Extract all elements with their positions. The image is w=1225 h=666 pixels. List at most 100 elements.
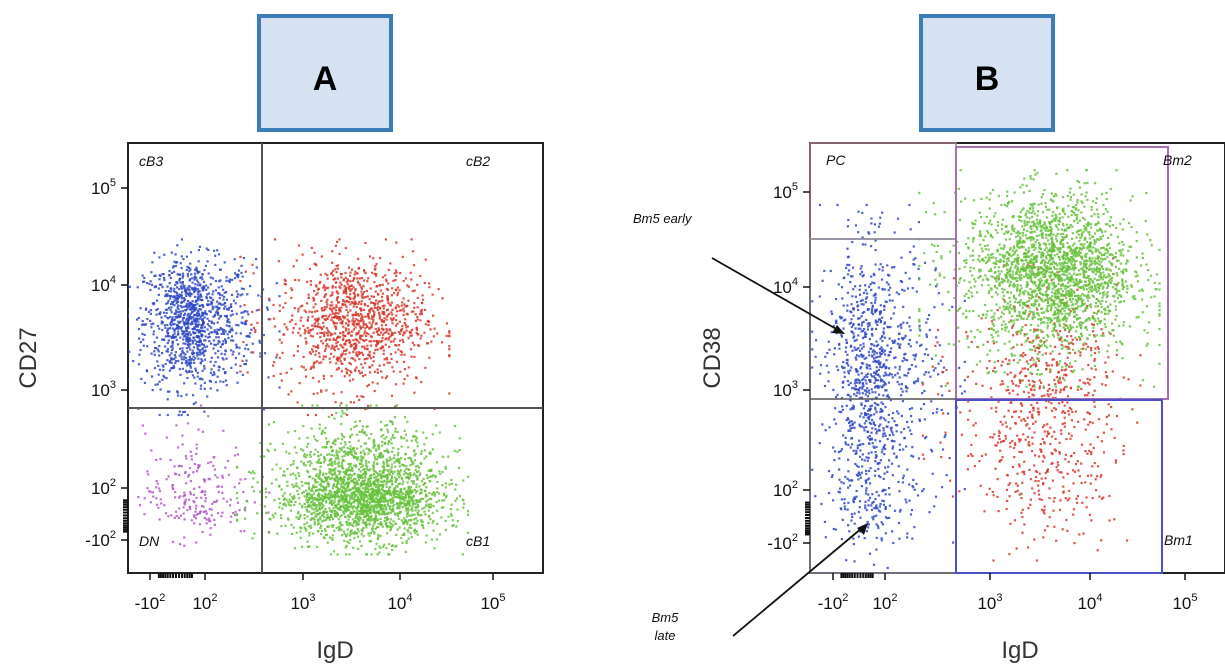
scatter-point — [412, 482, 415, 485]
scatter-point — [221, 474, 224, 477]
panel-b-label-box — [919, 14, 1055, 132]
scatter-point — [903, 374, 906, 377]
scatter-point — [259, 352, 262, 355]
scatter-point — [461, 498, 464, 501]
scatter-point — [318, 503, 321, 506]
scatter-point — [354, 345, 358, 348]
scatter-point — [448, 348, 451, 351]
scatter-point — [322, 374, 325, 377]
scatter-point — [214, 474, 217, 477]
scatter-point — [333, 460, 337, 463]
scatter-point — [375, 507, 378, 510]
scatter-point — [236, 293, 240, 296]
scatter-point — [405, 509, 408, 512]
scatter-point — [316, 309, 319, 313]
scatter-point — [400, 457, 403, 460]
scatter-point — [925, 435, 928, 438]
scatter-point — [412, 250, 415, 253]
scatter-point — [349, 271, 352, 274]
scatter-point — [392, 507, 395, 510]
scatter-point — [203, 358, 207, 361]
scatter-point — [210, 356, 213, 359]
scatter-point — [182, 272, 185, 275]
scatter-point — [858, 293, 862, 296]
scatter-point — [181, 319, 184, 322]
scatter-point — [905, 501, 908, 504]
scatter-point — [191, 322, 194, 325]
scatter-point — [305, 340, 308, 343]
scatter-point — [242, 341, 245, 344]
scatter-point — [193, 327, 196, 330]
scatter-point — [201, 430, 204, 433]
scatter-point — [340, 528, 343, 532]
scatter-point — [335, 368, 338, 371]
scatter-point — [374, 322, 377, 325]
scatter-point — [416, 500, 419, 503]
scatter-point — [322, 504, 325, 507]
scatter-point — [382, 507, 385, 510]
scatter-point — [309, 283, 312, 286]
scatter-point — [360, 290, 363, 293]
scatter-point — [377, 486, 380, 489]
scatter-point — [332, 524, 335, 527]
scatter-point — [343, 358, 346, 361]
scatter-point — [400, 519, 403, 522]
scatter-point — [378, 329, 381, 332]
scatter-point — [174, 496, 177, 499]
scatter-point — [302, 462, 305, 465]
panel-a-label: A — [313, 60, 338, 98]
scatter-point — [247, 348, 250, 351]
scatter-point — [405, 476, 408, 479]
scatter-point — [431, 293, 434, 296]
scatter-point — [178, 287, 181, 291]
scatter-point — [867, 399, 870, 402]
scatter-point — [190, 273, 193, 276]
scatter-point — [391, 496, 394, 499]
scatter-point — [355, 366, 358, 369]
scatter-point — [188, 270, 191, 273]
scatter-point — [353, 273, 356, 276]
scatter-point — [314, 413, 317, 417]
scatter-point — [196, 302, 199, 306]
scatter-point — [366, 357, 369, 360]
scatter-point — [321, 511, 324, 514]
scatter-point — [279, 467, 282, 470]
scatter-point — [381, 376, 384, 379]
scatter-point — [188, 317, 191, 320]
scatter-point — [381, 500, 384, 503]
scatter-point — [318, 475, 321, 478]
scatter-point — [290, 287, 293, 290]
scatter-point — [425, 504, 428, 507]
scatter-point — [367, 452, 370, 455]
scatter-point — [393, 272, 396, 275]
scatter-point — [216, 307, 219, 310]
scatter-point — [458, 449, 461, 452]
scatter-point — [419, 472, 422, 475]
scatter-point — [290, 523, 293, 527]
scatter-point — [196, 284, 199, 287]
scatter-point — [379, 546, 382, 549]
scatter-point — [283, 282, 286, 285]
scatter-point — [431, 493, 434, 496]
scatter-point — [393, 503, 396, 507]
scatter-point — [341, 412, 344, 415]
scatter-point — [339, 476, 343, 479]
scatter-point — [879, 216, 882, 219]
scatter-point — [209, 380, 212, 383]
scatter-point — [413, 522, 416, 525]
scatter-point — [141, 323, 144, 326]
scatter-point — [191, 311, 194, 314]
scatter-point — [185, 369, 188, 372]
scatter-point — [358, 314, 361, 317]
scatter-point — [214, 289, 217, 292]
scatter-point — [195, 266, 198, 269]
scatter-point — [390, 499, 393, 502]
scatter-point — [197, 281, 200, 284]
scatter-point — [312, 299, 315, 302]
scatter-point — [353, 346, 356, 349]
scatter-point — [419, 313, 422, 316]
quadrant-label-cb2: cB2 — [466, 153, 490, 169]
scatter-point — [372, 464, 375, 467]
scatter-point — [188, 336, 191, 339]
scatter-point — [343, 300, 346, 303]
